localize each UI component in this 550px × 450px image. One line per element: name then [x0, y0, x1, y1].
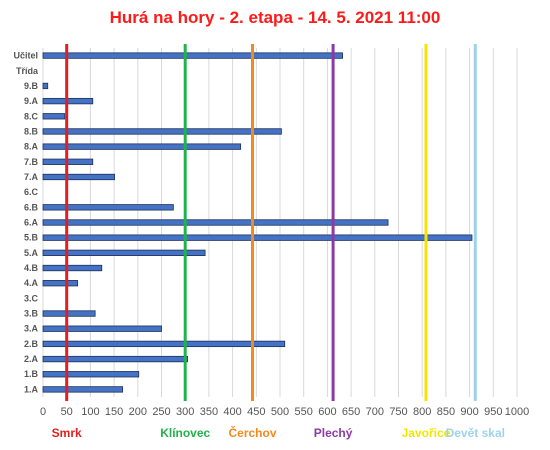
peak-label: Plechý	[314, 426, 353, 440]
y-tick-label: 6.C	[24, 187, 39, 197]
bar-3.A	[42, 325, 162, 332]
y-tick-label: 3.A	[24, 324, 39, 334]
bar-5.A	[42, 249, 206, 256]
bar-4.A	[42, 280, 79, 287]
x-tick-label: 850	[437, 406, 455, 418]
peak-label: Smrk	[52, 426, 82, 440]
x-tick-label: 550	[295, 406, 313, 418]
y-tick-label: 7.A	[24, 172, 39, 182]
bars	[42, 52, 473, 393]
x-tick-label: 750	[389, 406, 407, 418]
x-tick-label: 250	[152, 406, 170, 418]
bar-2.B	[42, 340, 286, 348]
bar-2.A	[42, 355, 188, 363]
peak-label: Javořice	[402, 426, 451, 440]
bar-8.B	[42, 128, 282, 135]
y-tick-label: 6.A	[24, 218, 39, 228]
bar-8.C	[42, 113, 66, 120]
y-tick-label: 9.A	[24, 96, 39, 106]
x-tick-label: 300	[176, 406, 194, 418]
y-tick-label: 4.B	[24, 263, 39, 273]
x-tick-label: 500	[271, 406, 289, 418]
x-tick-label: 950	[484, 406, 502, 418]
y-tick-label: 5.A	[24, 248, 39, 258]
bar-3.B	[42, 310, 96, 317]
bar-1.B	[42, 371, 140, 378]
x-tick-label: 150	[105, 406, 123, 418]
y-tick-label: 3.C	[24, 293, 39, 303]
bar-5.B	[42, 234, 473, 241]
bar-6.A	[42, 219, 389, 226]
y-tick-label: 9.B	[24, 81, 39, 91]
x-tick-label: 200	[129, 406, 147, 418]
y-tick-label: 1.B	[24, 369, 39, 379]
chart-title: Hurá na hory - 2. etapa - 14. 5. 2021 11…	[109, 8, 441, 27]
y-tick-label: Učitel	[13, 51, 38, 61]
x-tick-label: 100	[81, 406, 99, 418]
y-tick-label: 2.B	[24, 339, 39, 349]
y-tick-label: 4.A	[24, 278, 39, 288]
reference-lines	[65, 44, 477, 401]
y-tick-label: 1.A	[24, 384, 39, 394]
peak-label: Čerchov	[228, 425, 276, 440]
bar-8.A	[42, 143, 242, 150]
bar-Učitel	[42, 52, 343, 59]
x-tick-label: 600	[318, 406, 336, 418]
y-tick-label: 2.A	[24, 354, 39, 364]
x-tick-label: 1000	[505, 406, 529, 418]
y-tick-label: 8.A	[24, 142, 39, 152]
x-tick-label: 400	[223, 406, 241, 418]
bar-9.B	[42, 82, 49, 90]
x-tick-label: 800	[413, 406, 431, 418]
bar-7.A	[42, 173, 115, 181]
y-tick-label: 8.C	[24, 111, 39, 121]
x-tick-label: 900	[460, 406, 478, 418]
y-tick-label: 3.B	[24, 309, 39, 319]
x-tick-label: 650	[342, 406, 360, 418]
x-tick-label: 450	[247, 406, 265, 418]
peak-label: Devět skal	[446, 426, 505, 440]
y-tick-label: 5.B	[24, 233, 39, 243]
x-axis-ticks: 0 50 100 150 200 250 300 350 400 450 500 550 600 650 7…	[40, 406, 529, 418]
x-tick-label: 700	[366, 406, 384, 418]
x-tick-label: 350	[200, 406, 218, 418]
y-tick-label: 8.B	[24, 126, 39, 136]
bar-6.B	[42, 204, 174, 211]
y-tick-label: Třída	[16, 66, 39, 76]
peak-label: Klínovec	[160, 426, 210, 440]
y-axis-ticks: Učitel Třída 9.B 9.A 8.C 8.B 8.A 7.B 7.A 6.C 6.B 6.…	[13, 51, 38, 395]
x-tick-label: 0	[40, 406, 46, 418]
y-tick-label: 6.B	[24, 202, 39, 212]
bar-1.A	[42, 386, 124, 393]
x-tick-label: 50	[61, 406, 73, 418]
bar-4.B	[42, 264, 103, 272]
y-tick-label: 7.B	[24, 157, 39, 167]
